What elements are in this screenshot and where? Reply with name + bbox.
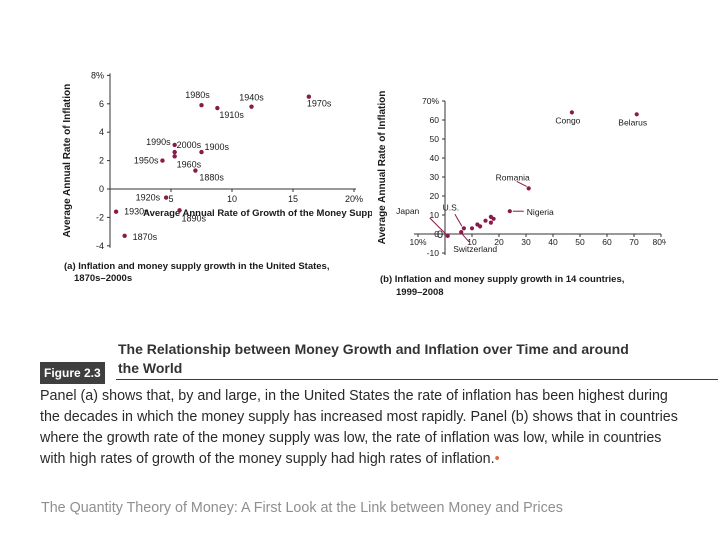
figure-title: The Relationship between Money Growth an… — [118, 341, 629, 376]
point-label: 2000s — [177, 140, 202, 150]
data-point — [526, 186, 531, 191]
data-point — [199, 149, 204, 155]
y-tick-label: 10 — [430, 210, 440, 220]
data-point — [199, 103, 204, 108]
data-point — [507, 209, 512, 214]
leader-line — [454, 214, 463, 227]
chart-panel-a: -4 -2 0 2 4 6 8% 5 10 15 20% Average Annual Rate of… — [62, 70, 372, 284]
data-point — [483, 218, 488, 223]
data-point — [122, 233, 127, 239]
point-label: Congo — [555, 115, 580, 125]
x-tick-label: 10 — [467, 237, 477, 247]
data-point — [461, 226, 466, 231]
x-tick-label: 15 — [288, 194, 298, 204]
leader-line — [516, 180, 527, 187]
data-point — [193, 168, 198, 173]
data-point — [163, 195, 169, 200]
x-tick-label: 60 — [602, 237, 612, 247]
caption-line: 1870s–2000s — [74, 273, 132, 284]
point-label: Japan — [396, 206, 419, 216]
x-tick-label: 50 — [575, 237, 585, 247]
y-tick-label: 4 — [99, 127, 104, 137]
point-label: 1880s — [199, 173, 224, 183]
figure-label: Figure 2.3 — [40, 362, 105, 384]
point-label: Romania — [496, 172, 530, 182]
y-tick-label: 30 — [430, 172, 440, 182]
bullet: • — [494, 451, 500, 467]
title-divider — [116, 379, 718, 380]
y-tick-label: 6 — [99, 99, 104, 109]
point-label: Nigeria — [527, 207, 554, 217]
y-tick-label: 70% — [422, 96, 439, 106]
y-tick-label: 2 — [99, 156, 104, 166]
point-label: 1980s — [185, 90, 210, 100]
point-label: 1930s — [124, 207, 149, 217]
x-tick-label: 10 — [227, 194, 237, 204]
x-tick-label: 40 — [548, 237, 558, 247]
point-label: 1910s — [219, 110, 244, 120]
point-label: Switzerland — [453, 244, 497, 254]
caption-line: (a) Inflation and money supply growth in… — [64, 261, 330, 272]
footer-title: The Quantity Theory of Money: A First Lo… — [41, 500, 563, 516]
y-axis-label: Average Annual Rate of Inflation — [62, 84, 73, 238]
x-tick-label: 20 — [494, 237, 504, 247]
point-label: Belarus — [618, 117, 647, 127]
x-axis-label: Average Annual Rate of Growth of the Mon… — [143, 208, 372, 219]
data-point — [249, 104, 254, 109]
data-point — [459, 230, 464, 235]
y-tick-label: 0 — [99, 184, 104, 194]
data-point — [445, 233, 450, 238]
data-point — [160, 158, 165, 163]
point-label: U.S. — [443, 202, 460, 212]
y-tick-label: 20 — [430, 191, 440, 201]
point-label: 1950s — [134, 156, 159, 166]
caption-line: (b) Inflation and money supply growth in… — [380, 274, 624, 285]
data-point — [215, 105, 220, 111]
y-tick-label: 8% — [91, 70, 104, 80]
point-label: 1920s — [136, 193, 161, 203]
caption-line: 1999–2008 — [396, 287, 444, 298]
y-tick-label: 40 — [430, 153, 440, 163]
data-point — [172, 149, 177, 155]
y-tick-label: -2 — [96, 212, 104, 222]
data-point — [177, 208, 182, 213]
data-point — [172, 154, 177, 159]
data-point — [306, 94, 312, 99]
y-tick-label: -4 — [96, 241, 104, 251]
x-tick-label: 20% — [345, 194, 363, 204]
data-point — [478, 224, 483, 229]
data-point — [488, 220, 493, 225]
leader-line — [429, 217, 447, 235]
data-point — [172, 142, 177, 148]
chart-panel-b: -10010203040506070%10%01020304050607080%… — [377, 91, 666, 298]
point-label: 1940s — [239, 93, 264, 103]
y-tick-label: -10 — [427, 248, 440, 258]
x-tick-label: 80% — [652, 237, 666, 247]
y-axis-label: Average Annual Rate of Inflation — [377, 91, 388, 245]
data-point — [491, 216, 496, 221]
y-tick-label: 50 — [430, 134, 440, 144]
data-point — [469, 226, 475, 231]
leader-line — [461, 233, 470, 243]
x-tick-label: 30 — [521, 237, 531, 247]
x-tick-label: 5 — [168, 194, 173, 204]
x-tick-label: 10% — [409, 237, 426, 247]
figure-description-text: Panel (a) shows that, by and large, in t… — [40, 388, 678, 467]
data-point — [634, 112, 639, 117]
data-point — [113, 209, 119, 214]
point-label: 1990s — [146, 137, 171, 147]
point-label: 1960s — [177, 159, 202, 169]
point-label: 1870s — [133, 232, 158, 242]
x-tick-label: 0 — [437, 229, 443, 241]
x-tick-label: 70 — [629, 237, 639, 247]
y-tick-label: 0 — [434, 229, 439, 239]
y-tick-label: 60 — [430, 115, 440, 125]
point-label: 1970s — [307, 99, 332, 109]
point-label: 1890s — [182, 213, 207, 223]
figure-description: Panel (a) shows that, by and large, in t… — [40, 386, 680, 470]
data-point — [569, 110, 574, 115]
point-label: 1900s — [205, 142, 230, 152]
